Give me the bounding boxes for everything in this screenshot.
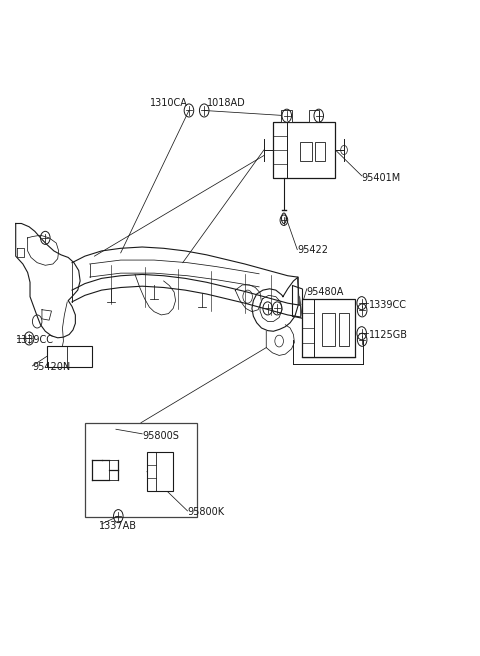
Text: 95480A: 95480A [307,287,344,297]
Bar [281,110,292,122]
Text: 95800S: 95800S [142,431,179,441]
Bar [339,313,349,346]
Text: 1339CC: 1339CC [369,300,407,310]
Text: 1018AD: 1018AD [206,98,245,108]
Bar [85,422,197,518]
Text: 95401M: 95401M [362,173,401,183]
Bar [322,313,336,346]
Text: 1339CC: 1339CC [16,335,54,345]
Text: 95420N: 95420N [33,362,71,372]
Text: 95800K: 95800K [188,507,225,517]
Text: 1310CA: 1310CA [150,98,188,108]
Bar [47,346,92,367]
Text: 95422: 95422 [297,245,328,255]
Text: 1337AB: 1337AB [99,521,137,531]
Text: 1125GB: 1125GB [369,329,408,340]
Bar [309,110,319,122]
Bar [315,142,325,161]
Bar [302,298,355,358]
Bar [147,452,173,491]
Bar [300,142,312,161]
Bar [274,122,336,178]
